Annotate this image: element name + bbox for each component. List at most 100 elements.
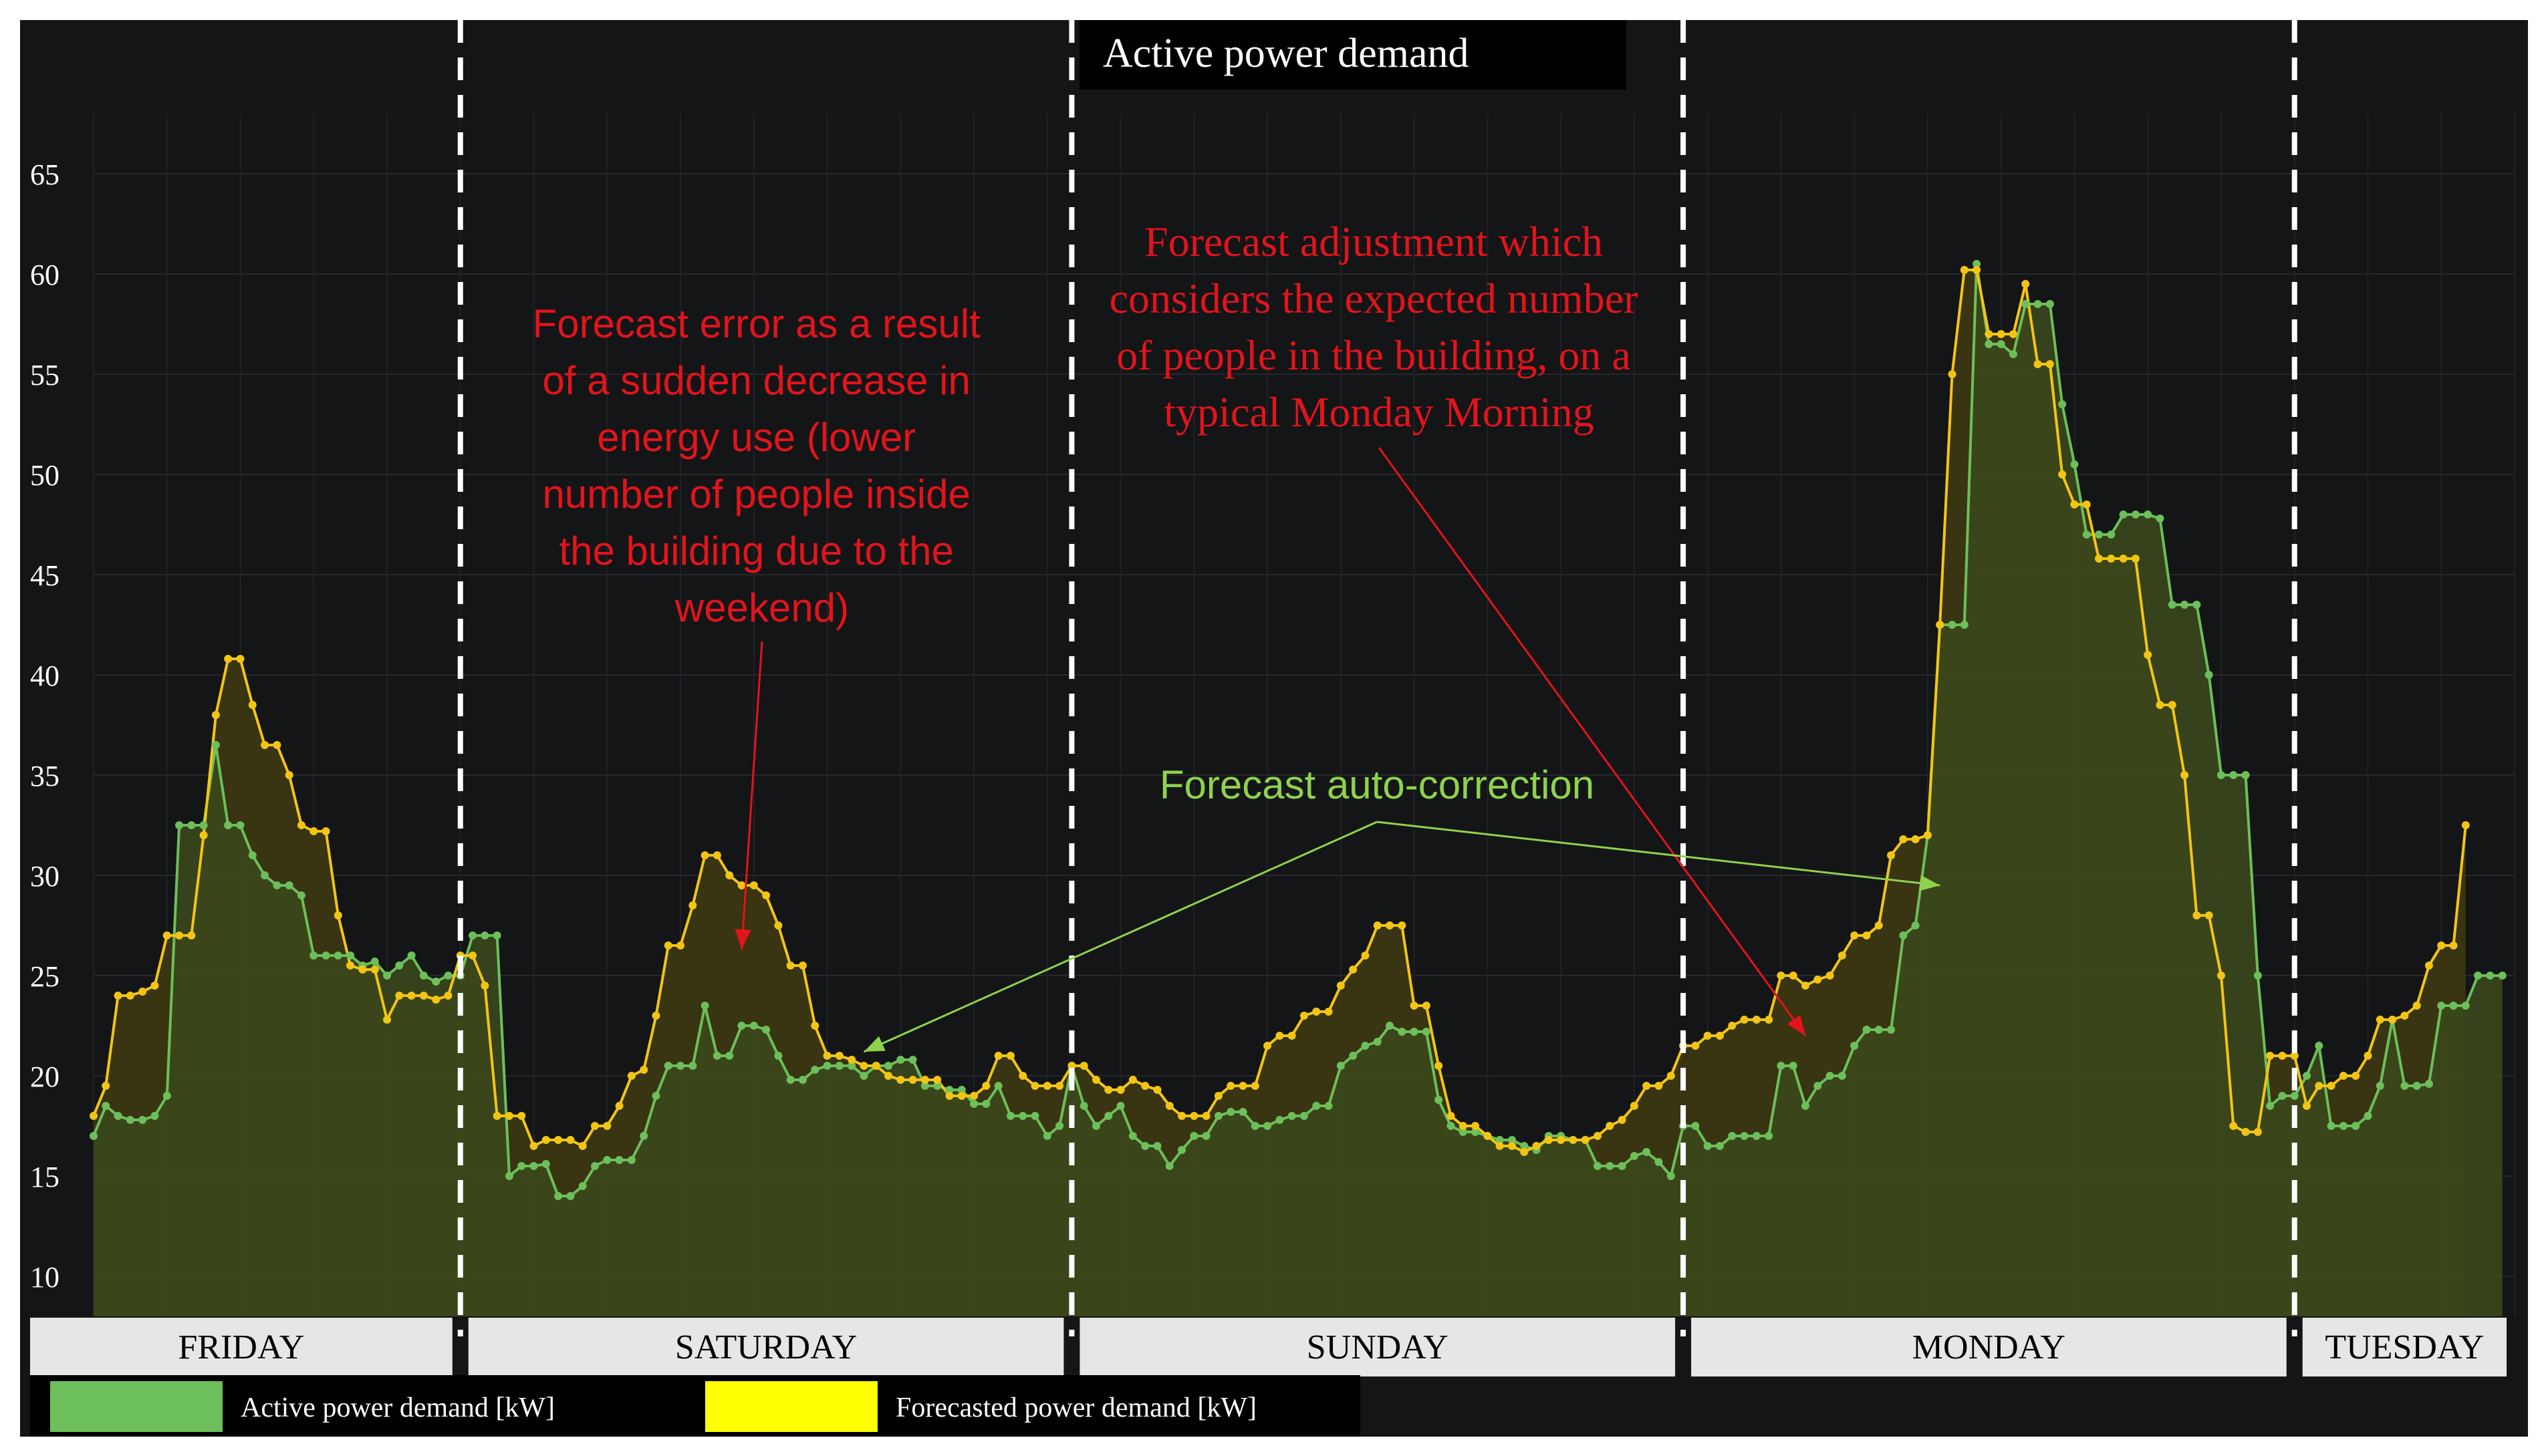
forecast-data-point — [1666, 1072, 1675, 1080]
forecast-data-point — [945, 1092, 954, 1100]
actual-data-point — [896, 1056, 905, 1064]
forecast-data-point — [529, 1142, 538, 1150]
actual-data-point — [505, 1172, 513, 1180]
actual-data-point — [957, 1086, 966, 1094]
actual-data-point — [725, 1052, 734, 1060]
forecast-data-point — [1728, 1022, 1737, 1030]
forecast-data-point — [1862, 931, 1871, 939]
forecast-data-point — [1300, 1012, 1308, 1020]
forecast-data-point — [1654, 1082, 1663, 1090]
actual-data-point — [1386, 1022, 1394, 1030]
actual-data-point — [481, 931, 489, 939]
arrow-line — [863, 821, 1378, 1053]
forecast-data-point — [737, 881, 746, 889]
actual-data-point — [2168, 601, 2176, 609]
forecast-data-point — [419, 992, 428, 1000]
forecast-data-point — [2168, 701, 2176, 709]
actual-data-point — [1618, 1162, 1626, 1170]
forecast-data-point — [2290, 1052, 2299, 1060]
forecast-data-point — [1275, 1032, 1284, 1040]
actual-data-point — [383, 972, 392, 980]
actual-data-point — [1471, 1128, 1480, 1136]
forecast-data-point — [603, 1122, 612, 1130]
forecast-data-point — [725, 871, 734, 879]
forecast-data-point — [126, 992, 134, 1000]
actual-data-point — [798, 1076, 807, 1084]
actual-data-point — [554, 1192, 563, 1200]
forecast-data-point — [970, 1092, 979, 1100]
actual-data-point — [469, 931, 477, 939]
actual-data-point — [2009, 350, 2017, 358]
forecast-data-point — [1960, 266, 1969, 274]
forecast-data-point — [2303, 1102, 2311, 1110]
actual-data-point — [248, 851, 257, 859]
actual-data-point — [2400, 1082, 2409, 1090]
actual-data-point — [1128, 1132, 1137, 1140]
actual-data-point — [1006, 1112, 1015, 1120]
forecast-data-point — [1874, 921, 1883, 929]
actual-data-point — [848, 1062, 856, 1070]
forecast-data-point — [2070, 500, 2079, 508]
forecast-data-point — [102, 1082, 110, 1090]
actual-data-point — [309, 952, 318, 960]
actual-data-point — [224, 821, 233, 829]
forecast-data-point — [2009, 330, 2017, 338]
actual-data-point — [1153, 1142, 1162, 1150]
forecast-data-point — [1263, 1042, 1272, 1050]
actual-data-point — [1043, 1132, 1051, 1140]
arrow-head — [735, 929, 751, 950]
forecast-data-point — [554, 1136, 563, 1144]
forecast-data-point — [541, 1136, 550, 1144]
forecast-data-point — [578, 1142, 587, 1150]
forecast-data-point — [627, 1072, 636, 1080]
forecast-data-point — [591, 1122, 600, 1130]
actual-data-point — [1178, 1146, 1186, 1154]
actual-data-point — [1434, 1096, 1443, 1104]
forecast-data-point — [811, 1022, 819, 1030]
actual-data-point — [1263, 1122, 1272, 1130]
legend-background — [30, 1375, 1360, 1437]
actual-data-point — [150, 1112, 159, 1120]
forecast-data-point — [762, 891, 771, 899]
actual-data-point — [2376, 1082, 2384, 1090]
actual-data-point — [1287, 1112, 1296, 1120]
actual-data-point — [1227, 1108, 1235, 1116]
forecast-data-point — [884, 1072, 893, 1080]
actual-data-point — [1594, 1162, 1602, 1170]
actual-data-point — [1251, 1122, 1259, 1130]
actual-data-point — [334, 952, 342, 960]
actual-data-point — [1410, 1028, 1418, 1036]
day-label: FRIDAY — [178, 1328, 304, 1366]
actual-data-point — [811, 1066, 819, 1074]
y-tick-label: 35 — [30, 760, 59, 792]
actual-data-point — [419, 972, 428, 980]
forecast-data-point — [2253, 1128, 2262, 1136]
forecast-data-point — [162, 931, 171, 939]
forecast-data-point — [1214, 1092, 1223, 1100]
actual-data-point — [126, 1116, 134, 1124]
actual-data-point — [2204, 671, 2213, 679]
forecast-data-point — [920, 1076, 929, 1084]
actual-data-point — [1752, 1132, 1761, 1140]
forecast-data-point — [2229, 1122, 2238, 1130]
actual-data-point — [2327, 1122, 2335, 1130]
forecast-data-point — [2327, 1082, 2335, 1090]
actual-data-point — [1300, 1112, 1308, 1120]
actual-data-point — [199, 821, 208, 829]
forecast-data-point — [1178, 1112, 1186, 1120]
forecast-data-point — [2156, 701, 2164, 709]
actual-data-point — [2045, 300, 2054, 308]
forecast-data-point — [2364, 1052, 2372, 1060]
chart-title-box — [1080, 20, 1626, 90]
forecast-data-point — [1227, 1082, 1235, 1090]
forecast-data-point — [1458, 1122, 1467, 1130]
actual-data-point — [2156, 515, 2164, 523]
forecast-data-point — [1312, 1008, 1321, 1016]
actual-data-point — [2339, 1122, 2347, 1130]
forecast-data-point — [566, 1136, 575, 1144]
y-axis-ticks: 10 15 20 25 30 35 40 45 50 55 60 65 — [30, 158, 59, 1294]
forecast-data-point — [2131, 555, 2140, 563]
actual-data-point — [2033, 300, 2042, 308]
forecast-data-point — [2216, 972, 2225, 980]
forecast-data-point — [2144, 651, 2152, 659]
